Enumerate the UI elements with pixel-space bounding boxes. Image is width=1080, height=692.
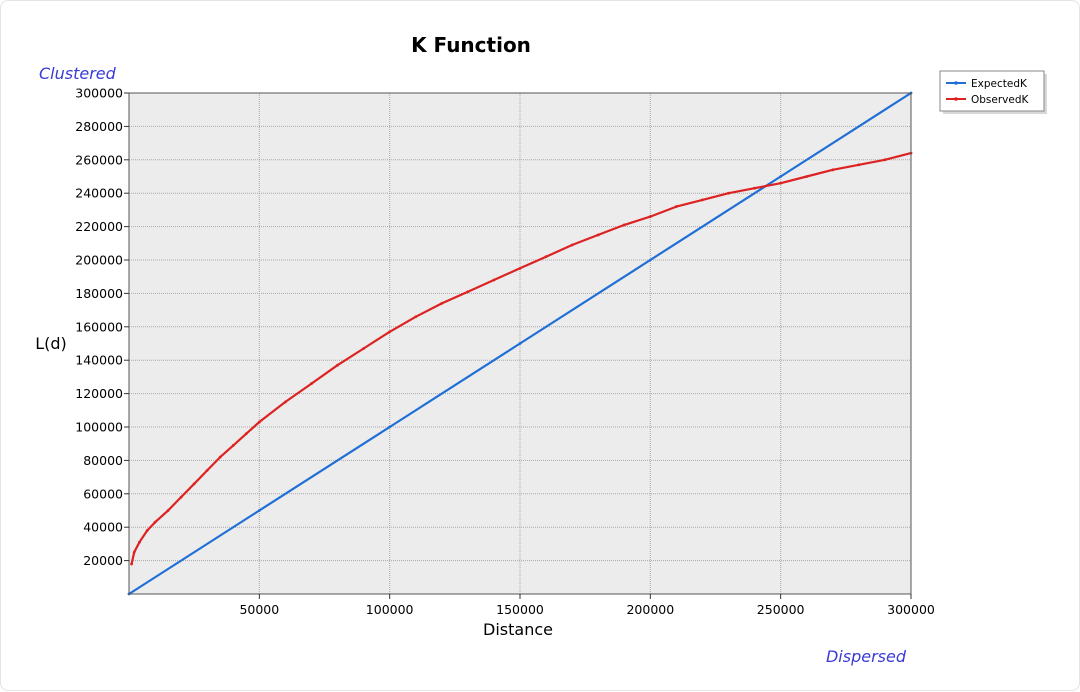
x-tick-label: 150000 <box>496 602 544 617</box>
data-point-observedk <box>153 520 157 524</box>
legend-items: ExpectedK ObservedK <box>946 78 1030 106</box>
y-tick-label: 100000 <box>75 420 123 435</box>
legend-label-expectedk: ExpectedK <box>971 78 1028 90</box>
legend: ExpectedK ObservedK <box>939 70 1047 114</box>
x-tick-label: 50000 <box>239 602 279 617</box>
series-layer <box>127 91 913 596</box>
data-point-observedk <box>596 233 600 237</box>
legend-label-observedk: ObservedK <box>971 94 1030 106</box>
data-point-observedk <box>622 223 626 227</box>
data-point-observedk <box>284 400 287 404</box>
y-tick-label: 80000 <box>83 453 123 468</box>
data-point-observedk <box>727 191 730 195</box>
y-tick-label: 120000 <box>75 386 123 401</box>
data-point-observedk <box>492 278 496 282</box>
data-point-observedk <box>388 330 392 334</box>
data-point-expectedk <box>648 258 652 262</box>
data-point-observedk <box>231 443 235 447</box>
x-tick-label: 100000 <box>366 602 414 617</box>
y-axis: 20000 40000 60000 80000 100000 120000 140000 16… <box>75 86 129 568</box>
y-tick-label: 200000 <box>75 253 123 268</box>
chart-title: K Function <box>411 33 531 57</box>
x-axis-title: Distance <box>483 620 553 639</box>
data-point-observedk <box>145 529 149 532</box>
data-point-observedk <box>857 163 861 167</box>
data-point-observedk <box>779 181 783 185</box>
clustered-label: Clustered <box>39 64 117 83</box>
data-point-observedk <box>205 469 209 472</box>
data-point-observedk <box>570 243 574 247</box>
data-point-observedk <box>701 198 704 202</box>
y-tick-label: 240000 <box>75 186 123 201</box>
data-point-observedk <box>192 482 196 486</box>
x-tick-label: 300000 <box>887 602 935 617</box>
y-tick-label: 60000 <box>83 486 123 501</box>
data-point-observedk <box>753 186 756 190</box>
y-tick-label: 140000 <box>75 353 123 368</box>
data-point-observedk <box>440 302 444 305</box>
y-tick-label: 160000 <box>75 319 123 334</box>
data-point-expectedk <box>257 509 261 512</box>
data-point-observedk <box>138 540 141 544</box>
data-point-observedk <box>883 158 887 162</box>
dispersed-label: Dispersed <box>826 647 907 666</box>
y-tick-label: 280000 <box>75 119 123 134</box>
x-tick-label: 200000 <box>626 602 674 617</box>
data-point-observedk <box>244 432 248 436</box>
y-tick-label: 220000 <box>75 219 123 234</box>
data-point-observedk <box>675 205 678 208</box>
y-tick-label: 260000 <box>75 152 123 167</box>
data-point-observedk <box>544 255 548 259</box>
y-tick-label: 180000 <box>75 286 123 301</box>
data-point-observedk <box>132 550 136 554</box>
data-point-observedk <box>362 347 365 350</box>
legend-marker-observedk <box>954 97 958 101</box>
data-point-observedk <box>648 215 652 218</box>
series-line-observedk <box>130 152 913 566</box>
data-point-observedk <box>414 315 418 319</box>
data-point-expectedk <box>779 175 783 178</box>
y-axis-title: L(d) <box>35 334 67 353</box>
y-tick-label: 40000 <box>83 520 123 535</box>
data-point-observedk <box>831 168 835 172</box>
data-point-observedk <box>130 562 134 566</box>
data-point-observedk <box>257 420 261 424</box>
legend-marker-expectedk <box>954 81 958 85</box>
data-point-expectedk <box>518 342 522 345</box>
y-tick-label: 300000 <box>75 86 123 101</box>
data-point-observedk <box>518 266 522 270</box>
x-tick-label: 250000 <box>757 602 805 617</box>
data-point-observedk <box>310 382 313 385</box>
data-point-observedk <box>805 175 809 178</box>
legend-box <box>939 70 1045 112</box>
data-point-observedk <box>218 455 222 459</box>
data-point-expectedk <box>388 425 392 429</box>
x-axis: 50000 100000 150000 200000 250000 300000 <box>239 594 935 617</box>
data-point-observedk <box>466 290 470 294</box>
data-point-observedk <box>336 363 339 367</box>
y-tick-label: 20000 <box>83 553 123 568</box>
data-point-observedk <box>166 509 170 512</box>
data-point-observedk <box>179 495 183 499</box>
